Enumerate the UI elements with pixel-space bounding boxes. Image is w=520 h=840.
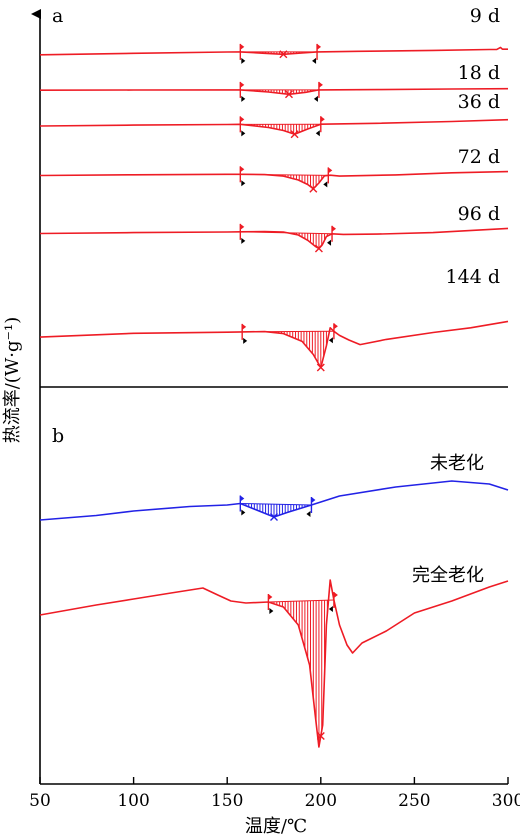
limit-marker-icon	[315, 130, 320, 137]
limit-marker-icon	[306, 511, 311, 517]
series-9d	[39, 43, 508, 64]
limit-flag-icon	[318, 81, 323, 88]
limit-flag-icon	[240, 495, 245, 502]
series-label: 未老化	[430, 453, 484, 474]
series-72d	[39, 166, 509, 193]
x-tick-label: 200	[305, 791, 337, 811]
limit-marker-icon	[323, 181, 328, 188]
series-label: 18 d	[458, 62, 500, 84]
peak-marker-icon	[309, 184, 318, 193]
limit-marker-icon	[241, 57, 246, 64]
series-36d	[39, 116, 509, 139]
x-axis-label: 温度/℃	[245, 816, 307, 837]
limit-flag-icon	[240, 166, 245, 173]
integration-baseline	[240, 503, 312, 506]
peak-marker-icon	[290, 130, 299, 139]
peak-marker-icon	[284, 90, 293, 99]
series-18d	[39, 81, 509, 102]
series-label: 144 d	[446, 266, 500, 288]
series-label: 36 d	[458, 91, 500, 113]
series-line	[39, 46, 508, 56]
limit-flag-icon	[320, 116, 325, 123]
series-line	[39, 579, 509, 748]
series-label: 9 d	[470, 5, 500, 27]
x-tick-label: 300	[492, 791, 520, 811]
panel-label: a	[52, 5, 63, 27]
peak-marker-icon	[316, 732, 325, 740]
limit-marker-icon	[312, 57, 317, 64]
limit-marker-icon	[241, 237, 246, 244]
series-line	[39, 170, 509, 190]
series-fully-aged	[39, 579, 509, 748]
limit-marker-icon	[241, 130, 246, 137]
limit-flag-icon	[242, 323, 247, 330]
limit-flag-icon	[240, 116, 245, 123]
peak-marker-icon	[314, 244, 323, 253]
limit-marker-icon	[313, 95, 318, 102]
series-label: 96 d	[458, 203, 500, 225]
x-tick-label: 100	[117, 791, 149, 811]
series-line	[39, 118, 509, 136]
x-tick-label: 250	[398, 791, 430, 811]
x-ticks: 50 100 150 200 250 300	[29, 777, 520, 811]
limit-marker-icon	[241, 180, 246, 187]
limit-flag-icon	[333, 323, 338, 330]
limit-flag-icon	[240, 81, 245, 88]
limit-flag-icon	[240, 43, 245, 50]
panel-a: a 9 d 18 d 36 d 72 d 96 d 144 d	[39, 5, 509, 372]
series-line	[39, 320, 509, 369]
peak-marker-icon	[270, 513, 278, 521]
y-axis-label: 热流率/(W·g⁻¹)	[2, 317, 23, 444]
x-tick-label: 50	[29, 791, 51, 811]
limit-marker-icon	[327, 239, 332, 246]
series-144d	[39, 320, 509, 372]
limit-marker-icon	[243, 337, 248, 344]
limit-flag-icon	[332, 225, 337, 232]
limit-marker-icon	[241, 95, 246, 102]
limit-marker-icon	[269, 608, 274, 614]
limit-flag-icon	[317, 43, 322, 50]
series-96d	[39, 223, 509, 253]
x-tick-label: 150	[211, 791, 243, 811]
peak-marker-icon	[279, 50, 288, 59]
peak-marker-icon	[316, 363, 325, 372]
limit-marker-icon	[241, 509, 246, 516]
limit-flag-icon	[268, 594, 273, 600]
series-unaged	[39, 480, 509, 521]
limit-flag-icon	[328, 167, 333, 174]
series-label: 完全老化	[412, 565, 484, 586]
panel-label: b	[52, 425, 64, 447]
series-line	[39, 227, 509, 250]
limit-flag-icon	[333, 592, 338, 598]
limit-marker-icon	[328, 606, 333, 612]
integration-baseline	[268, 599, 334, 603]
limit-marker-icon	[328, 337, 333, 344]
limit-flag-icon	[240, 223, 245, 230]
series-label: 72 d	[458, 146, 500, 168]
limit-flag-icon	[311, 497, 316, 503]
